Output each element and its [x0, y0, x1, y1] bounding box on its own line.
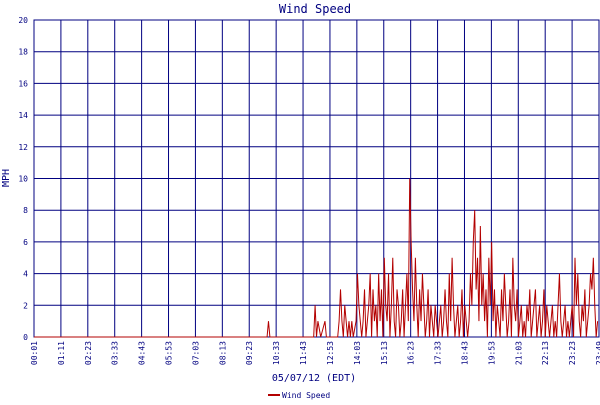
y-tick-label: 18: [18, 48, 28, 57]
x-tick-labels: 00:01 01:11 02:23 03:33 04:43 05:53 07:03 08:13…: [30, 341, 600, 365]
x-tick-label: 07:03: [191, 341, 200, 365]
x-tick-label: 21:03: [514, 341, 523, 365]
x-tick-label: 02:23: [84, 341, 93, 365]
y-tick-label: 14: [18, 111, 28, 120]
y-tick-label: 10: [18, 175, 28, 184]
x-tick-label: 12:53: [326, 341, 335, 365]
x-tick-label: 00:01: [30, 341, 39, 365]
grid-layer: [33, 19, 600, 338]
y-tick-label: 2: [23, 301, 28, 310]
y-axis-label: MPH: [1, 169, 12, 187]
x-tick-label: 09:23: [245, 341, 254, 365]
x-tick-label: 01:11: [57, 341, 66, 365]
x-tick-label: 18:43: [460, 341, 469, 365]
x-tick-label: 19:53: [487, 341, 496, 365]
x-tick-label: 17:33: [434, 341, 443, 365]
y-tick-labels: 0 2 4 6 8 10 12 14 16 18 20: [18, 16, 28, 342]
y-tick-label: 16: [18, 79, 28, 88]
x-tick-label: 16:23: [407, 341, 416, 365]
x-tick-label: 05:53: [165, 341, 174, 365]
y-tick-label: 8: [23, 206, 28, 215]
x-tick-label: 15:13: [380, 341, 389, 365]
chart-title: Wind Speed: [279, 2, 351, 16]
x-tick-label: 04:43: [138, 341, 147, 365]
y-tick-label: 0: [23, 333, 28, 342]
x-tick-label: 22:13: [541, 341, 550, 365]
legend: Wind Speed: [268, 391, 330, 400]
y-tick-label: 4: [23, 270, 28, 279]
y-tick-label: 12: [18, 143, 28, 152]
x-tick-label: 03:33: [111, 341, 120, 365]
x-tick-label: 14:03: [353, 341, 362, 365]
x-tick-label: 08:13: [218, 341, 227, 365]
x-tick-label: 23:49: [595, 341, 600, 365]
x-tick-label: 11:43: [299, 341, 308, 365]
x-axis-label: 05/07/12 (EDT): [272, 373, 356, 384]
x-tick-label: 10:33: [272, 341, 281, 365]
y-tick-label: 6: [23, 238, 28, 247]
y-tick-label: 20: [18, 16, 28, 25]
legend-label: Wind Speed: [282, 391, 330, 400]
series-layer: [34, 178, 599, 338]
series-line-wind-speed: [34, 178, 599, 338]
x-tick-label: 23:23: [568, 341, 577, 365]
